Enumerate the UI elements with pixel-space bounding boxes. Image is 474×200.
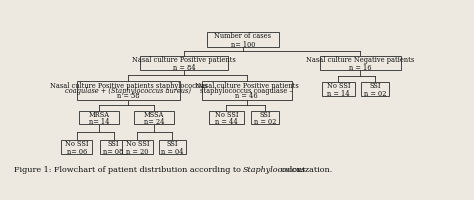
Text: n= 100: n= 100 <box>231 40 255 48</box>
Text: n = 84: n = 84 <box>173 63 195 71</box>
Text: n = 38: n = 38 <box>117 92 139 100</box>
Text: Figure 1: Flowchart of patient distribution according to                  coloni: Figure 1: Flowchart of patient distribut… <box>81 166 405 174</box>
FancyBboxPatch shape <box>201 82 292 100</box>
FancyBboxPatch shape <box>361 82 389 97</box>
Text: MSSA: MSSA <box>144 110 164 118</box>
Text: n = 20: n = 20 <box>126 147 149 155</box>
Text: MRSA: MRSA <box>89 110 109 118</box>
Text: Nasal culture Positive patients staphylococcus: Nasal culture Positive patients staphylo… <box>50 82 207 90</box>
Text: SSI: SSI <box>369 81 381 89</box>
FancyBboxPatch shape <box>207 33 279 47</box>
Text: n= 24: n= 24 <box>144 118 164 126</box>
Text: No SSI: No SSI <box>215 110 238 118</box>
Text: n = 14: n = 14 <box>327 90 350 98</box>
FancyBboxPatch shape <box>79 111 119 125</box>
FancyBboxPatch shape <box>134 111 174 125</box>
Text: n = 04: n = 04 <box>161 147 183 155</box>
Text: n= 08: n= 08 <box>103 147 124 155</box>
FancyBboxPatch shape <box>251 111 279 125</box>
Text: Staphylococcus: Staphylococcus <box>243 166 306 174</box>
FancyBboxPatch shape <box>122 140 153 154</box>
Text: n = 46: n = 46 <box>235 92 258 100</box>
Text: n= 14: n= 14 <box>89 118 109 126</box>
FancyBboxPatch shape <box>77 82 180 100</box>
Text: No SSI: No SSI <box>126 139 149 147</box>
FancyBboxPatch shape <box>140 56 228 70</box>
Text: n = 16: n = 16 <box>349 63 372 71</box>
Text: Nasal culture Positive patients: Nasal culture Positive patients <box>132 55 236 63</box>
FancyBboxPatch shape <box>61 140 92 154</box>
FancyBboxPatch shape <box>100 140 128 154</box>
Text: No SSI: No SSI <box>65 139 89 147</box>
Text: Nasal culture Positive patients: Nasal culture Positive patients <box>195 82 299 90</box>
FancyBboxPatch shape <box>159 140 186 154</box>
FancyBboxPatch shape <box>209 111 244 125</box>
Text: n = 44: n = 44 <box>215 118 238 126</box>
Text: Nasal culture Negative patients: Nasal culture Negative patients <box>306 55 415 63</box>
FancyBboxPatch shape <box>322 82 355 97</box>
Text: SSI: SSI <box>259 110 271 118</box>
Text: SSI: SSI <box>167 139 178 147</box>
Text: coagulase + (Staphylococcus aureus): coagulase + (Staphylococcus aureus) <box>65 87 191 95</box>
FancyBboxPatch shape <box>320 56 401 70</box>
Text: Figure 1: Flowchart of patient distribution according to: Figure 1: Flowchart of patient distribut… <box>14 166 243 174</box>
Text: No SSI: No SSI <box>327 81 350 89</box>
Text: staphylococcus coagulase –: staphylococcus coagulase – <box>200 87 293 95</box>
Text: n = 02: n = 02 <box>364 90 386 98</box>
Text: n = 02: n = 02 <box>254 118 276 126</box>
Text: n= 06: n= 06 <box>67 147 87 155</box>
Text: SSI: SSI <box>108 139 119 147</box>
Text: Number of cases: Number of cases <box>214 32 272 40</box>
Text: colonization.: colonization. <box>278 166 332 174</box>
